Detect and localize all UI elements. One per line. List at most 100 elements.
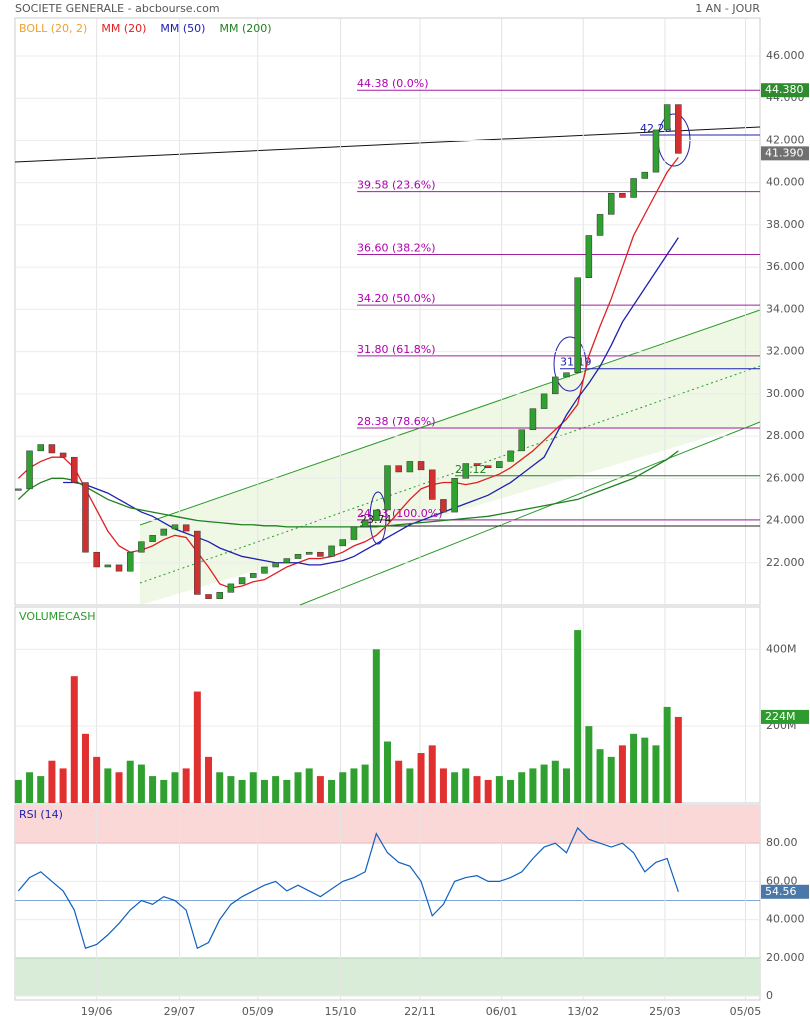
candle — [48, 444, 56, 454]
x-tick-label: 13/02 — [567, 1005, 599, 1018]
candle — [339, 539, 347, 547]
candle — [607, 193, 615, 215]
volume-bar — [607, 756, 615, 803]
value-box-label: 41.390 — [765, 146, 804, 159]
volume-bar — [238, 779, 246, 803]
volume-bar — [149, 776, 157, 803]
level-label: 26.12 — [455, 463, 487, 476]
candle — [328, 545, 335, 557]
level-label: 42.26 — [640, 122, 672, 135]
volume-bar — [417, 753, 425, 803]
candle — [93, 551, 100, 568]
candle — [496, 461, 503, 469]
candle — [585, 235, 593, 278]
volume-bar — [227, 776, 235, 803]
volume-bar — [249, 772, 257, 803]
volume-bar — [283, 779, 291, 803]
value-box — [761, 709, 809, 724]
volume-bar — [272, 776, 280, 803]
candle — [630, 178, 637, 198]
candle — [518, 429, 525, 452]
value-box-label: 224M — [765, 710, 796, 723]
y-tick-label: 30.000 — [766, 387, 805, 400]
candle — [563, 372, 570, 378]
candle — [294, 554, 302, 559]
volume-bar — [216, 772, 224, 803]
candle — [171, 524, 179, 530]
volume-bar — [48, 760, 56, 803]
fib-label: 28.38 (78.6%) — [357, 415, 436, 428]
chart-title: SOCIETE GENERALE - abcbourse.com — [15, 2, 220, 15]
panel-label: RSI (14) — [19, 808, 63, 821]
candle — [182, 524, 190, 532]
volume-bar — [171, 772, 179, 803]
overbought-zone — [15, 805, 760, 844]
candle — [126, 551, 134, 572]
volume-bar — [529, 768, 537, 803]
volume-bar — [361, 764, 369, 803]
y-tick-label: 34.000 — [766, 302, 805, 315]
candle — [417, 461, 425, 471]
y-tick-label: 400M — [766, 642, 797, 655]
volume-bar — [495, 776, 503, 803]
y-tick-label: 36.000 — [766, 260, 805, 273]
candle — [428, 469, 436, 500]
volume-bar — [93, 756, 101, 803]
ma-line — [17, 450, 679, 528]
candle — [596, 214, 604, 236]
y-tick-label: 0 — [766, 989, 773, 1002]
legend-entry: BOLL (20, 2) — [19, 22, 87, 35]
ma-line — [17, 156, 679, 589]
y-tick-label: 22.000 — [766, 556, 805, 569]
candle — [37, 444, 44, 452]
volume-bar — [294, 772, 302, 803]
candle — [652, 129, 660, 173]
candle — [529, 408, 537, 430]
candle — [115, 564, 123, 572]
volume-bar — [126, 760, 134, 803]
candle — [574, 277, 581, 373]
y-tick-label: 60.00 — [766, 874, 798, 887]
candle — [227, 583, 235, 593]
volume-bar — [26, 772, 34, 803]
volume-bar — [630, 733, 638, 803]
candle — [305, 551, 313, 555]
y-tick-label: 80.00 — [766, 836, 798, 849]
value-box — [761, 83, 809, 98]
channel-fill — [140, 310, 760, 605]
candle — [250, 573, 257, 578]
legend-entry: MM (200) — [219, 22, 271, 35]
volume-bar — [115, 772, 123, 803]
candle — [675, 104, 682, 154]
highlight-ellipse — [553, 336, 587, 392]
candle — [440, 499, 447, 513]
candle — [406, 461, 414, 473]
volume-bar — [484, 779, 492, 803]
volume-bar — [81, 733, 89, 803]
volume-bar — [596, 749, 604, 803]
candle — [261, 566, 268, 574]
fib-label: 34.20 (50.0%) — [357, 292, 436, 305]
volume-bar — [350, 768, 358, 803]
candle — [15, 488, 22, 491]
resistance-line — [14, 126, 761, 163]
candle — [373, 509, 380, 521]
channel-upper — [139, 309, 761, 526]
candle — [160, 528, 168, 536]
fib-label: 44.38 (0.0%) — [357, 77, 429, 90]
value-box — [761, 146, 809, 161]
fib-label: 39.58 (23.6%) — [357, 179, 436, 192]
candle — [82, 482, 89, 553]
volume-bar — [37, 776, 45, 803]
candle — [540, 393, 548, 409]
candle — [507, 450, 514, 462]
ma-line — [63, 237, 679, 566]
volume-bar — [428, 745, 436, 803]
volume-bar — [507, 779, 515, 803]
candle — [384, 465, 391, 511]
candle — [552, 376, 559, 395]
x-tick-label: 19/06 — [81, 1005, 113, 1018]
channel-lower — [299, 421, 761, 606]
volume-bar — [14, 779, 22, 803]
candle — [138, 541, 145, 553]
